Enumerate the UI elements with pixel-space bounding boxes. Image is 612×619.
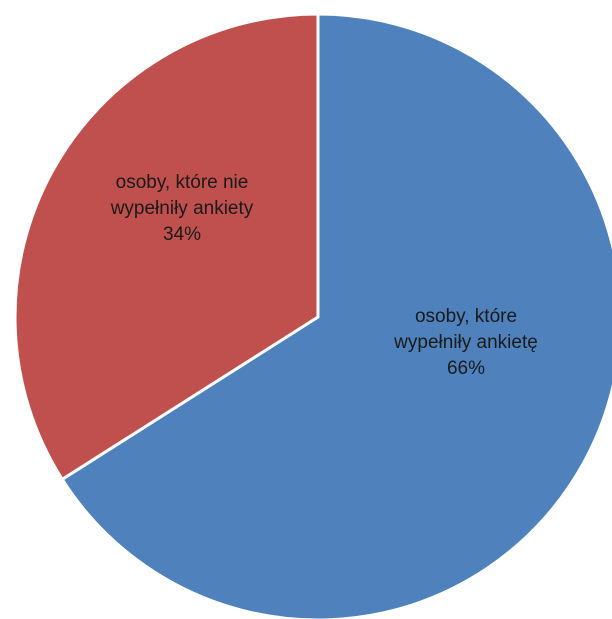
pie-slice-percent: 66% [447, 358, 485, 379]
pie-slice-label-1: osoby, które nie wypełniły ankiety 34% [110, 172, 254, 245]
pie-slice-label-line: wypełniły ankiety [110, 198, 254, 219]
pie-slice-label-line: wypełniły ankietę [393, 332, 538, 353]
pie-slice-label-line: osoby, które [415, 306, 517, 327]
pie-slice-1 [13, 12, 320, 481]
pie-slice-label-0: osoby, które wypełniły ankietę 66% [393, 306, 538, 379]
pie-slice-label-line: osoby, które nie [116, 172, 249, 193]
pie-slice-percent: 34% [163, 224, 201, 245]
pie-slices [13, 12, 612, 619]
pie-slice-0 [60, 12, 612, 619]
pie-labels: osoby, które wypełniły ankietę 66%osoby, k… [110, 172, 538, 379]
